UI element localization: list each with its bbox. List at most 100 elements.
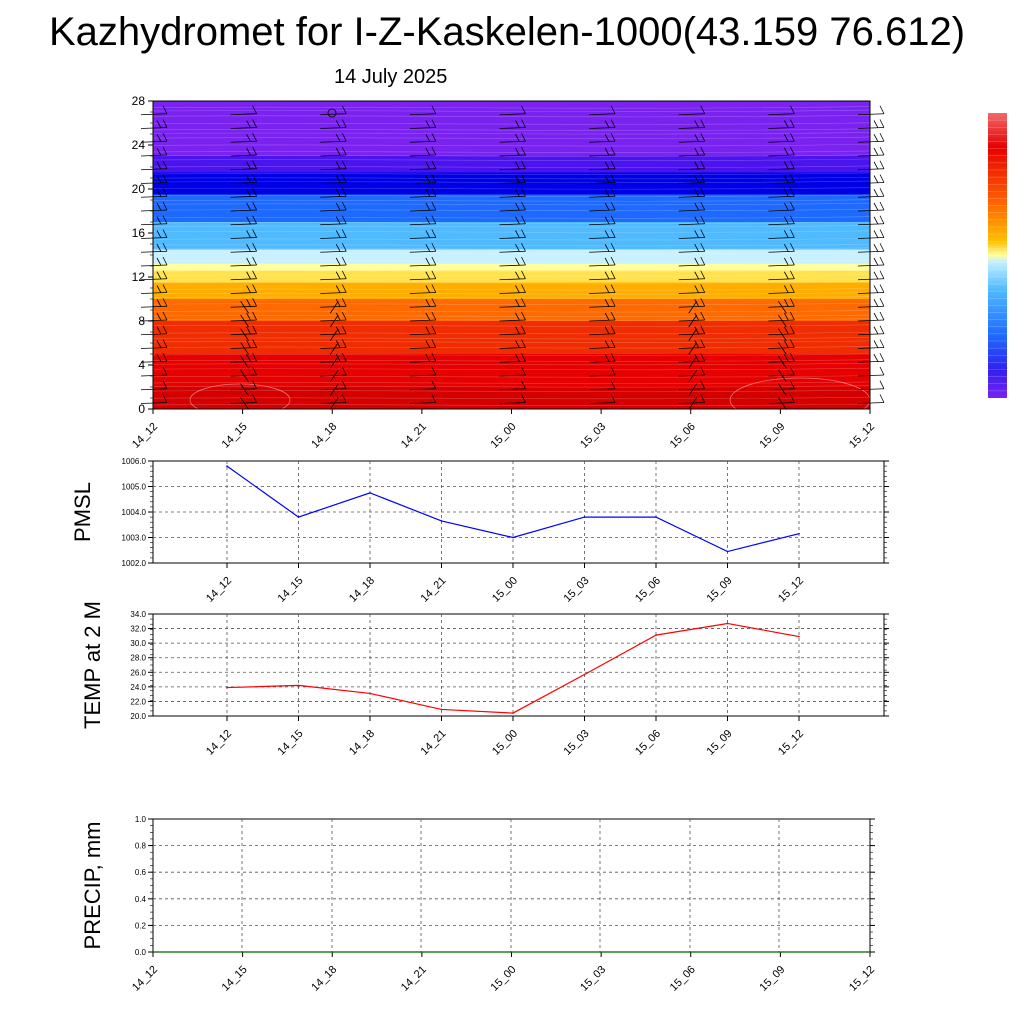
y-tick-label: 22.0: [130, 697, 146, 706]
wind-barb-icon: [589, 284, 616, 294]
contour-line: [152, 176, 871, 180]
circle-marker-icon: [327, 108, 337, 118]
x-tick-label: 14_18: [309, 421, 339, 451]
wind-barb-icon: [409, 201, 437, 212]
wind-barb-icon: [768, 215, 795, 226]
wind-barb-icon: [140, 215, 168, 226]
wind-barb-icon: [230, 201, 257, 212]
wind-barb-icon: [409, 270, 437, 281]
contour-line: [152, 331, 871, 335]
x-tick-label: 15_12: [776, 575, 806, 605]
x-tick-label: 15_09: [757, 421, 787, 451]
wind-barb-icon: [589, 353, 616, 363]
wind-barb-icon: [857, 188, 885, 198]
x-tick-label: 14_18: [347, 728, 377, 758]
wind-barb-icon: [589, 133, 616, 143]
wind-barb-icon: [678, 298, 706, 314]
contour-line: [152, 144, 871, 147]
wind-barb-icon: [499, 270, 526, 281]
y-tick-label: 34.0: [130, 610, 146, 619]
x-tick-label: 15_03: [578, 964, 608, 994]
y-tick-label: 20.0: [130, 712, 146, 721]
wind-barb-icon: [768, 366, 795, 383]
wind-barb-icon: [140, 146, 168, 157]
pmsl-data-point: [440, 520, 443, 522]
wind-barb-icon: [140, 256, 168, 267]
y-tick-label: 24.0: [130, 683, 146, 692]
pmsl-axis-title: PMSL: [70, 482, 95, 542]
wind-barb-icon: [499, 284, 526, 294]
contour-line: [152, 310, 871, 313]
wind-barb-icon: [409, 298, 437, 308]
wind-barb-icon: [140, 394, 168, 404]
color-band-5: [153, 270, 870, 283]
wind-barb-icon: [589, 174, 616, 184]
temp-data-point: [655, 634, 657, 636]
colorbar: [988, 113, 1007, 398]
wind-barb-icon: [230, 105, 257, 116]
wind-barb-icon: [140, 105, 168, 116]
wind-barb-icon: [230, 311, 257, 328]
wind-barb-icon: [499, 215, 526, 226]
wind-barb-icon: [768, 284, 795, 294]
wind-barb-icon: [320, 353, 347, 369]
wind-barb-icon: [140, 188, 168, 198]
temp-data-point: [226, 686, 228, 689]
wind-barb-icon: [589, 160, 616, 171]
contour-line: [152, 132, 871, 135]
wind-barb-icon: [857, 366, 885, 377]
y-tick-label: 4: [138, 358, 145, 372]
wind-barb-icon: [589, 215, 616, 226]
wind-barb-icon: [678, 119, 706, 129]
contour-line: [152, 381, 871, 384]
contour-line: [152, 128, 871, 131]
y-tick-label: 32.0: [130, 625, 146, 634]
wind-barb-icon: [857, 215, 885, 226]
wind-barb-icon: [320, 201, 347, 212]
wind-barb-icon: [230, 133, 257, 143]
x-tick-label: 15_06: [633, 728, 663, 758]
wind-barb-icon: [678, 133, 706, 143]
wind-barb-icon: [499, 188, 526, 198]
wind-barb-icon: [499, 174, 526, 184]
wind-barb-icon: [589, 380, 616, 391]
wind-barb-icon: [230, 353, 257, 369]
wind-barb-icon: [857, 256, 885, 267]
wind-barb-icon: [499, 146, 526, 157]
wind-barb-icon: [857, 284, 885, 294]
contour-line: [152, 375, 871, 378]
wind-barb-icon: [499, 160, 526, 171]
wind-barb-icon: [857, 270, 885, 281]
wind-barb-icon: [857, 353, 885, 363]
wind-barb-icon: [320, 339, 347, 355]
wind-barb-icon: [589, 256, 616, 267]
wind-barb-icon: [768, 188, 795, 198]
wind-barb-icon: [857, 119, 885, 129]
y-tick-label: 0.0: [135, 948, 147, 957]
wind-barb-icon: [499, 133, 526, 143]
contour-line: [152, 346, 871, 349]
wind-barb-icon: [768, 353, 795, 369]
wind-barb-icon: [678, 394, 706, 410]
wind-barb-icon: [409, 366, 437, 377]
wind-barb-icon: [320, 119, 347, 129]
wind-barb-icon: [768, 201, 795, 212]
wind-barb-icon: [499, 394, 526, 404]
wind-barb-icon: [140, 174, 168, 184]
contour-line: [152, 122, 871, 125]
y-tick-label: 8: [138, 314, 145, 328]
temp-data-point: [512, 712, 514, 714]
x-tick-label: 14_15: [276, 575, 306, 605]
color-band-6: [153, 263, 870, 271]
wind-barb-icon: [768, 105, 795, 116]
contour-line: [152, 136, 871, 139]
wind-barb-icon: [320, 311, 347, 328]
wind-barb-icon: [768, 311, 795, 328]
wind-barb-icon: [409, 146, 437, 157]
wind-barb-icon: [499, 201, 526, 212]
temp-data-point: [583, 673, 586, 676]
wind-barb-icon: [768, 133, 795, 143]
wind-barb-icon: [320, 298, 347, 314]
wind-barb-icon: [499, 105, 526, 116]
